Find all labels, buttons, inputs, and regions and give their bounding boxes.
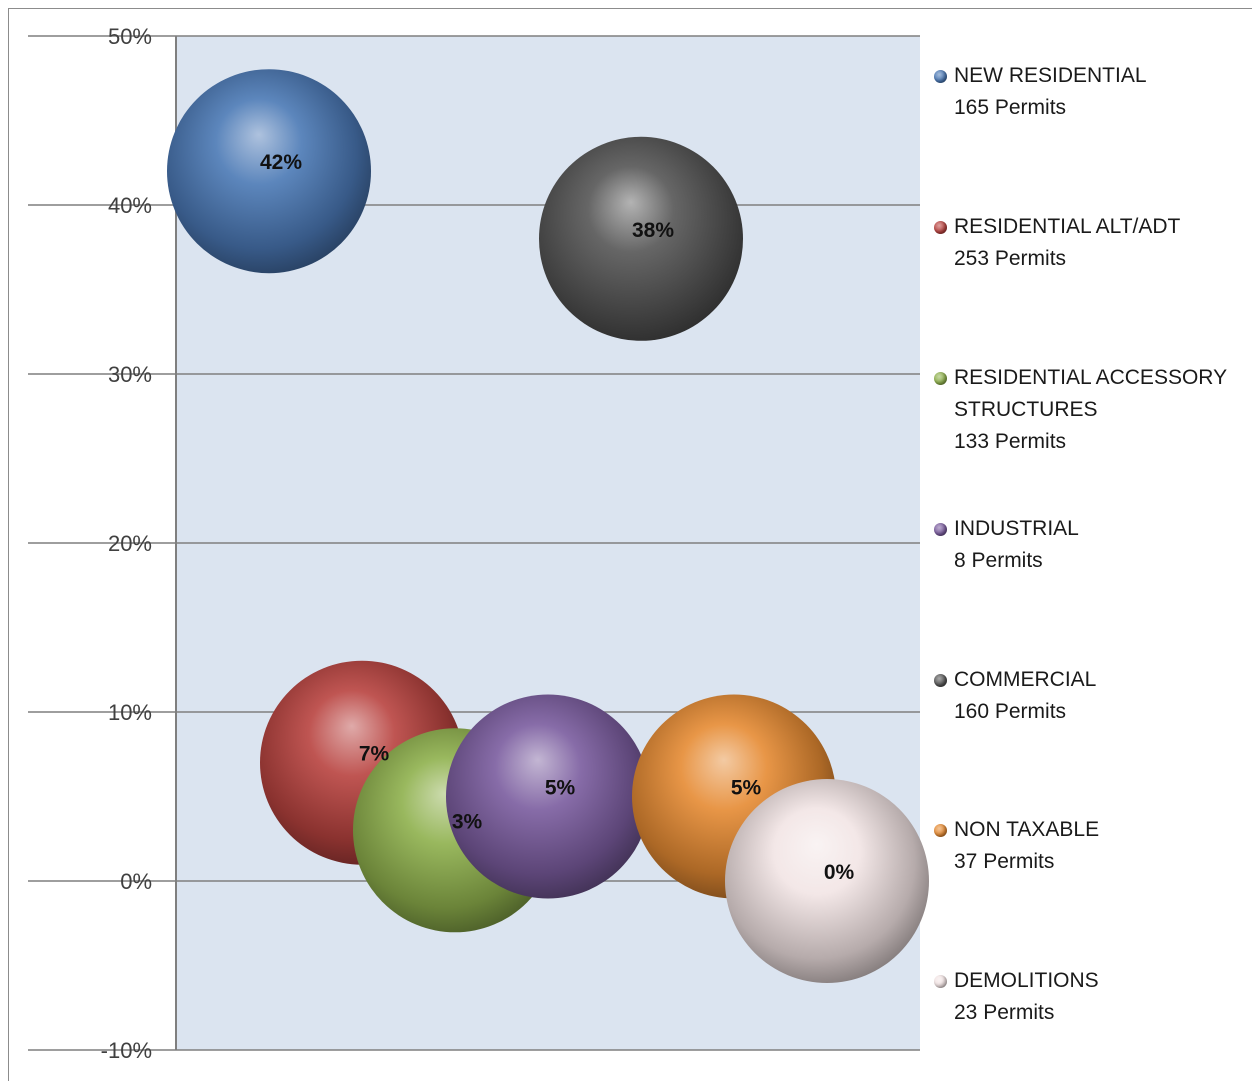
legend-item: NEW RESIDENTIAL 165 Permits xyxy=(932,60,1242,124)
legend-series-name: INDUSTRIAL xyxy=(954,517,1079,540)
legend-marker-icon xyxy=(934,523,947,536)
legend-item: RESIDENTIAL ALT/ADT 253 Permits xyxy=(932,211,1242,275)
bubble-data-label: 5% xyxy=(731,777,762,800)
bubble-data-label: 7% xyxy=(359,743,390,766)
legend-marker-icon xyxy=(934,674,947,687)
y-tick-label: 40% xyxy=(108,193,152,218)
legend-series-name: NEW RESIDENTIAL xyxy=(954,64,1147,87)
bubble-data-label: 0% xyxy=(824,861,855,884)
legend-permit-count: 133 Permits xyxy=(954,430,1067,453)
bubble-new-residential xyxy=(167,69,371,274)
bubble-data-label: 5% xyxy=(545,777,576,800)
bubble-data-label: 42% xyxy=(260,151,302,174)
legend-marker-icon xyxy=(934,221,947,234)
legend-permit-count: 165 Permits xyxy=(954,96,1067,119)
legend-series-name: RESIDENTIAL ALT/ADT xyxy=(954,215,1181,238)
legend-item: COMMERCIAL 160 Permits xyxy=(932,664,1242,728)
legend-series-name: NON TAXABLE xyxy=(954,818,1100,841)
legend-permit-count: 23 Permits xyxy=(954,1001,1055,1024)
legend-text: COMMERCIAL 160 Permits xyxy=(954,664,1242,728)
y-tick-label: 20% xyxy=(108,531,152,556)
y-tick-label: 10% xyxy=(108,700,152,725)
bubbles xyxy=(167,69,929,983)
legend-text: NON TAXABLE 37 Permits xyxy=(954,814,1242,878)
legend-text: DEMOLITIONS 23 Permits xyxy=(954,965,1242,1029)
legend-series-name: RESIDENTIAL ACCESSORY STRUCTURES xyxy=(954,366,1227,421)
legend-series-name: COMMERCIAL xyxy=(954,668,1097,691)
legend-item: NON TAXABLE 37 Permits xyxy=(932,814,1242,878)
legend-marker-icon xyxy=(934,70,947,83)
legend-text: RESIDENTIAL ALT/ADT 253 Permits xyxy=(954,211,1242,275)
legend: NEW RESIDENTIAL 165 Permits RESIDENTIAL AL… xyxy=(932,60,1242,1060)
bubble-data-label: 3% xyxy=(452,810,483,833)
y-tick-label: 50% xyxy=(108,24,152,49)
legend-permit-count: 8 Permits xyxy=(954,549,1043,572)
legend-permit-count: 37 Permits xyxy=(954,850,1055,873)
legend-permit-count: 160 Permits xyxy=(954,700,1067,723)
bubble-demolitions xyxy=(725,779,929,983)
y-tick-label: 0% xyxy=(120,869,152,894)
legend-marker-icon xyxy=(934,975,947,988)
legend-text: INDUSTRIAL 8 Permits xyxy=(954,513,1242,577)
legend-marker-icon xyxy=(934,824,947,837)
legend-item: RESIDENTIAL ACCESSORY STRUCTURES 133 Perm… xyxy=(932,362,1242,458)
legend-text: NEW RESIDENTIAL 165 Permits xyxy=(954,60,1242,124)
bubble-industrial xyxy=(446,694,650,899)
y-axis: -10% 0% 10% 20% 30% 40% 50% xyxy=(101,24,177,1063)
bubble-commercial xyxy=(539,136,743,341)
y-tick-label: 30% xyxy=(108,362,152,387)
data-labels: 42% 7% 3% 5% 38% 5% 0% xyxy=(260,151,855,884)
legend-item: DEMOLITIONS 23 Permits xyxy=(932,965,1242,1029)
legend-permit-count: 253 Permits xyxy=(954,247,1067,270)
legend-text: RESIDENTIAL ACCESSORY STRUCTURES 133 Perm… xyxy=(954,362,1242,458)
legend-series-name: DEMOLITIONS xyxy=(954,969,1099,992)
chart-frame xyxy=(8,8,1252,1081)
legend-item: INDUSTRIAL 8 Permits xyxy=(932,513,1242,577)
legend-marker-icon xyxy=(934,372,947,385)
y-tick-label: -10% xyxy=(101,1038,152,1063)
bubble-data-label: 38% xyxy=(632,219,674,242)
